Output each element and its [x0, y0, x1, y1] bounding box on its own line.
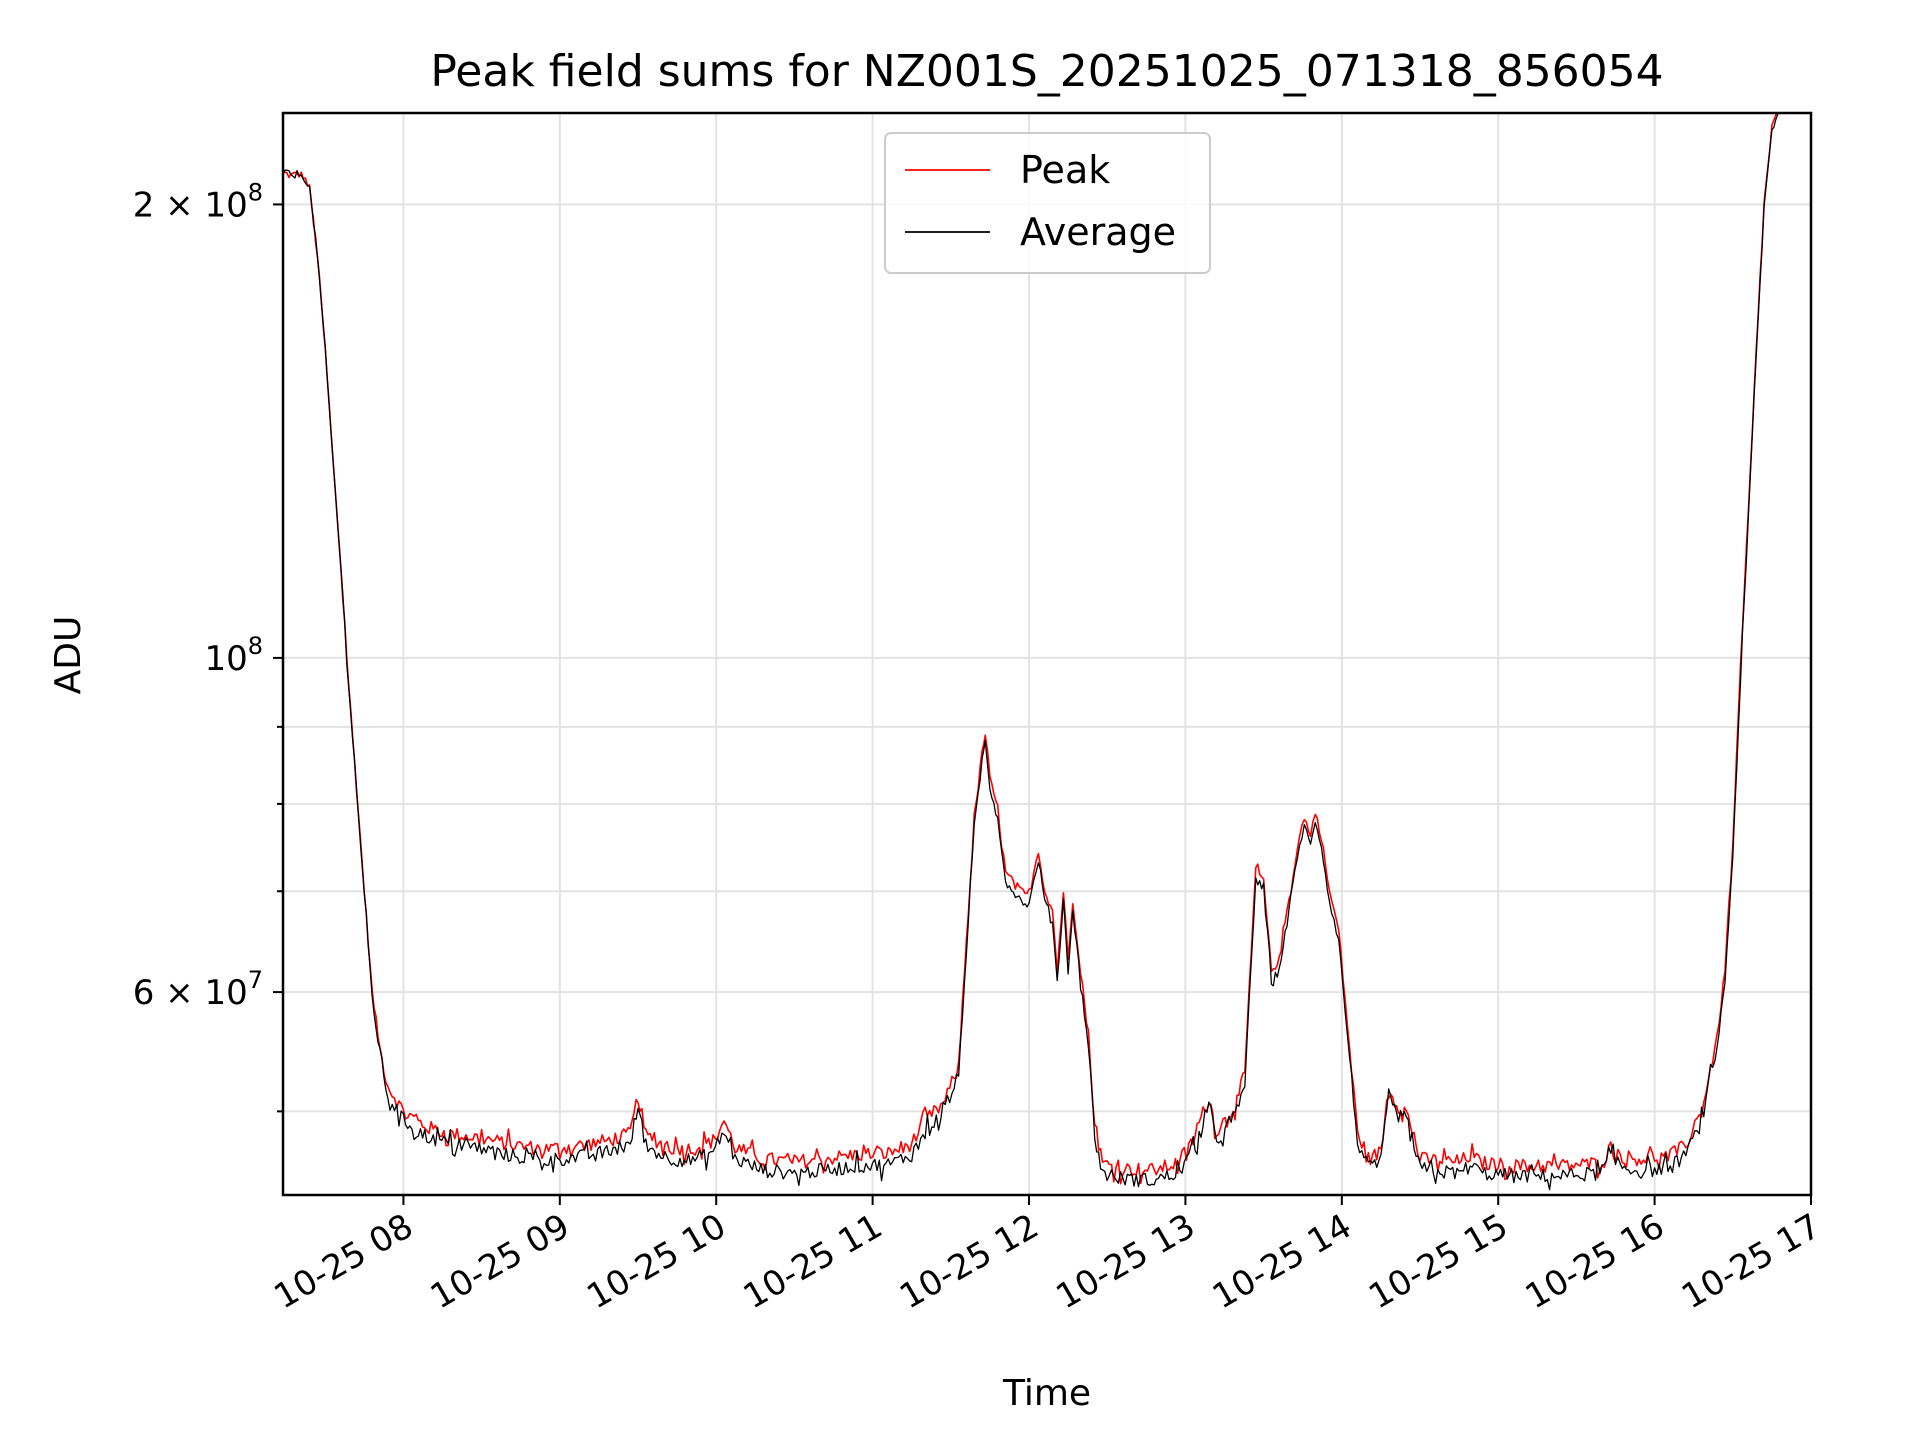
plot-frame	[281, 111, 1813, 1197]
chart-title: Peak field sums for NZ001S_20251025_0713…	[430, 46, 1663, 97]
y-tick-label-base: 10	[204, 639, 247, 679]
y-tick-label-base: 6 × 10	[133, 973, 248, 1013]
legend-box	[884, 132, 1211, 274]
legend: Peak Average	[884, 132, 1211, 274]
y-tick-label-exponent: 8	[248, 632, 263, 660]
y-tick-label: 108	[204, 632, 263, 679]
y-tick-label-exponent: 7	[248, 966, 263, 994]
y-tick-label-base: 2 × 10	[133, 185, 248, 225]
legend-label-average: Average	[1020, 210, 1176, 254]
y-tick-label: 2 × 108	[133, 178, 263, 225]
series-line-average	[283, 113, 1779, 1191]
y-tick-label-exponent: 8	[248, 178, 263, 206]
y-axis-label: ADU	[48, 616, 89, 695]
series-line-peak	[283, 113, 1778, 1185]
legend-label-peak: Peak	[1020, 148, 1110, 192]
series-lines	[283, 113, 1779, 1191]
y-tick-label: 6 × 107	[133, 966, 263, 1013]
x-axis-label: Time	[1002, 1373, 1091, 1414]
